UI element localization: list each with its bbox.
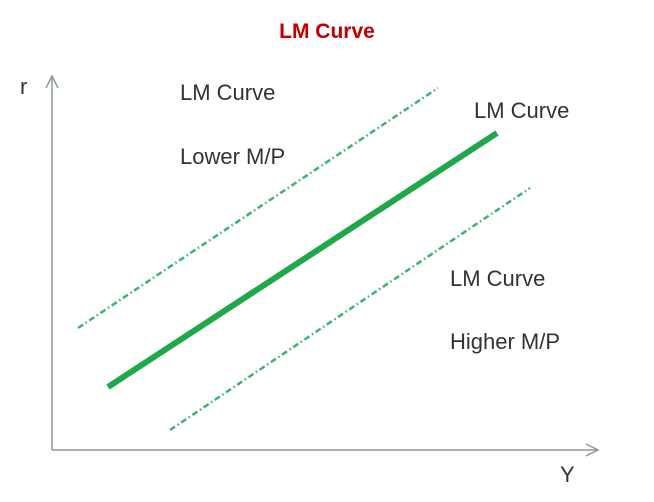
x-axis-arrow-icon [585,443,600,457]
original-curve-label: LM Curve [474,98,570,123]
lm-curve-original-line [106,130,499,390]
x-axis-label: Y [560,462,575,487]
lm-curve-higher-mp-line [169,186,531,432]
diagram-title: LM Curve [279,20,375,43]
higher-curve-label: LM Curve [450,266,546,291]
y-axis-label: r [20,74,28,99]
lower-curve-label: LM Curve [180,80,276,105]
lm-curve-lower-mp-line [77,86,439,330]
lower-curve-sublabel: Lower M/P [180,144,286,169]
y-axis-arrow-icon [45,74,59,89]
higher-curve-sublabel: Higher M/P [450,329,561,354]
